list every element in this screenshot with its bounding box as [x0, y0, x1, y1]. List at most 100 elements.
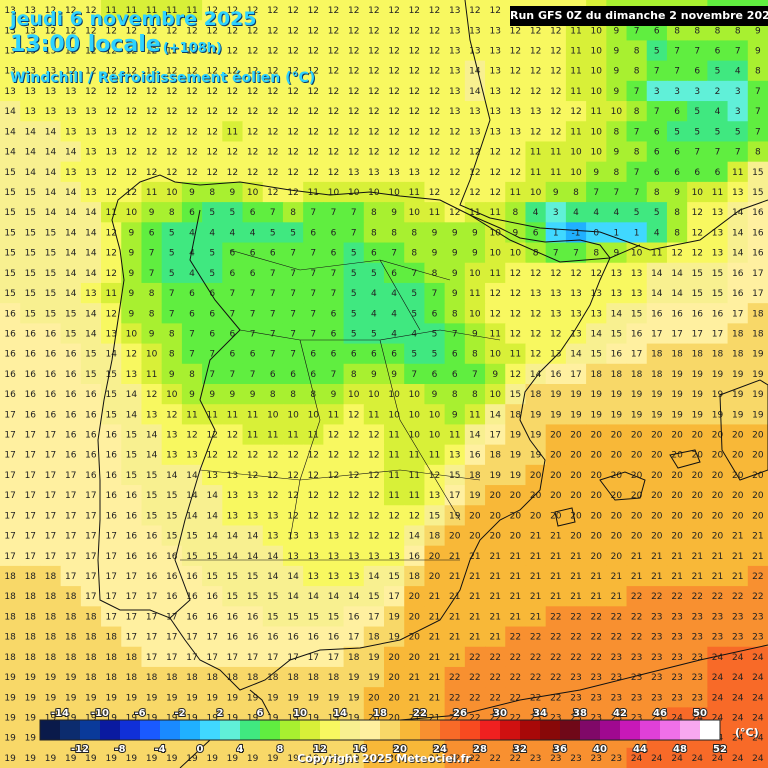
grid-value: 14 [4, 127, 16, 137]
field-cell [384, 40, 405, 62]
grid-value: 18 [530, 390, 542, 400]
grid-value: 3 [654, 87, 660, 97]
grid-value: 9 [209, 390, 215, 400]
field-cell [687, 80, 708, 102]
field-cell [485, 161, 506, 183]
grid-value: 15 [166, 511, 177, 521]
grid-value: 18 [489, 451, 501, 461]
field-cell [464, 121, 486, 143]
grid-value: 6 [331, 350, 337, 360]
grid-value: 18 [25, 653, 37, 663]
grid-value: 19 [25, 693, 37, 703]
grid-value: 11 [530, 168, 541, 178]
field-cell [444, 40, 466, 62]
field-cell [202, 121, 223, 143]
grid-value: 3 [694, 87, 700, 97]
grid-value: 14 [65, 148, 77, 158]
grid-value: 15 [368, 592, 379, 602]
grid-value: 22 [469, 653, 480, 663]
grid-value: 6 [654, 148, 660, 158]
grid-value: 12 [126, 87, 137, 97]
field-cell [525, 121, 547, 143]
grid-value: 18 [267, 673, 279, 683]
grid-value: 20 [631, 451, 643, 461]
grid-value: 20 [692, 431, 704, 441]
grid-value: 19 [692, 370, 704, 380]
field-cell [141, 181, 163, 203]
grid-value: 6 [331, 249, 337, 259]
grid-value: 17 [126, 572, 137, 582]
grid-value: 16 [45, 410, 57, 420]
grid-value: 5 [674, 127, 680, 137]
grid-value: 7 [310, 208, 316, 218]
grid-value: 12 [510, 309, 521, 319]
grid-value: 16 [105, 511, 117, 521]
grid-value: 16 [4, 390, 16, 400]
grid-value: 20 [752, 451, 764, 461]
grid-value: 16 [186, 572, 198, 582]
grid-value: 5 [715, 67, 721, 77]
field-cell [586, 40, 607, 62]
grid-value: 21 [590, 572, 601, 582]
grid-value: 6 [694, 67, 700, 77]
grid-value: 6 [654, 26, 660, 36]
grid-value: 17 [45, 491, 56, 501]
grid-value: 12 [348, 451, 359, 461]
grid-value: 20 [671, 431, 683, 441]
grid-value: 22 [510, 673, 521, 683]
grid-value: 4 [371, 289, 377, 299]
grid-value: 16 [65, 350, 77, 360]
grid-value: 12 [388, 127, 399, 137]
grid-value: 11 [570, 47, 581, 57]
grid-value: 12 [489, 6, 500, 16]
grid-value: 22 [590, 612, 601, 622]
grid-value: 12 [429, 107, 440, 117]
grid-value: 14 [4, 107, 16, 117]
field-cell [424, 121, 446, 143]
grid-value: 18 [85, 653, 97, 663]
grid-value: 13 [489, 67, 500, 77]
grid-value: 15 [146, 511, 157, 521]
grid-value: 13 [85, 289, 96, 299]
grid-value: 14 [570, 350, 582, 360]
field-cell [323, 141, 345, 163]
grid-value: 20 [651, 431, 663, 441]
grid-value: 12 [206, 87, 217, 97]
field-cell [747, 60, 768, 82]
grid-value: 21 [550, 572, 561, 582]
grid-value: 18 [4, 653, 16, 663]
grid-value: 9 [189, 188, 195, 198]
field-cell [242, 181, 264, 203]
grid-value: 22 [510, 633, 521, 643]
grid-value: 21 [611, 572, 622, 582]
field-cell [666, 141, 688, 163]
colorbar-top-label: 50 [693, 708, 707, 719]
grid-value: 1 [553, 228, 559, 238]
grid-value: 12 [308, 26, 319, 36]
grid-value: 16 [651, 309, 663, 319]
grid-value: 15 [126, 431, 137, 441]
grid-value: 10 [570, 168, 582, 178]
grid-value: 8 [593, 249, 599, 259]
grid-value: 13 [449, 87, 460, 97]
grid-value: 19 [651, 390, 663, 400]
field-cell [626, 161, 648, 183]
forecast-date: jeudi 6 novembre 2025 [10, 8, 257, 30]
field-cell [181, 80, 203, 102]
grid-value: 13 [570, 309, 581, 319]
grid-value: 12 [489, 148, 500, 158]
grid-value: 12 [146, 148, 157, 158]
field-cell [565, 40, 587, 62]
grid-value: 10 [590, 26, 602, 36]
field-cell [565, 181, 587, 203]
field-cell [242, 202, 264, 223]
field-cell [181, 121, 203, 143]
grid-value: 10 [590, 67, 602, 77]
grid-value: 20 [590, 552, 602, 562]
grid-value: 22 [510, 653, 521, 663]
grid-value: 12 [126, 127, 137, 137]
grid-value: 15 [105, 410, 116, 420]
grid-value: 18 [45, 633, 57, 643]
field-cell [707, 181, 729, 203]
grid-value: 19 [712, 390, 724, 400]
